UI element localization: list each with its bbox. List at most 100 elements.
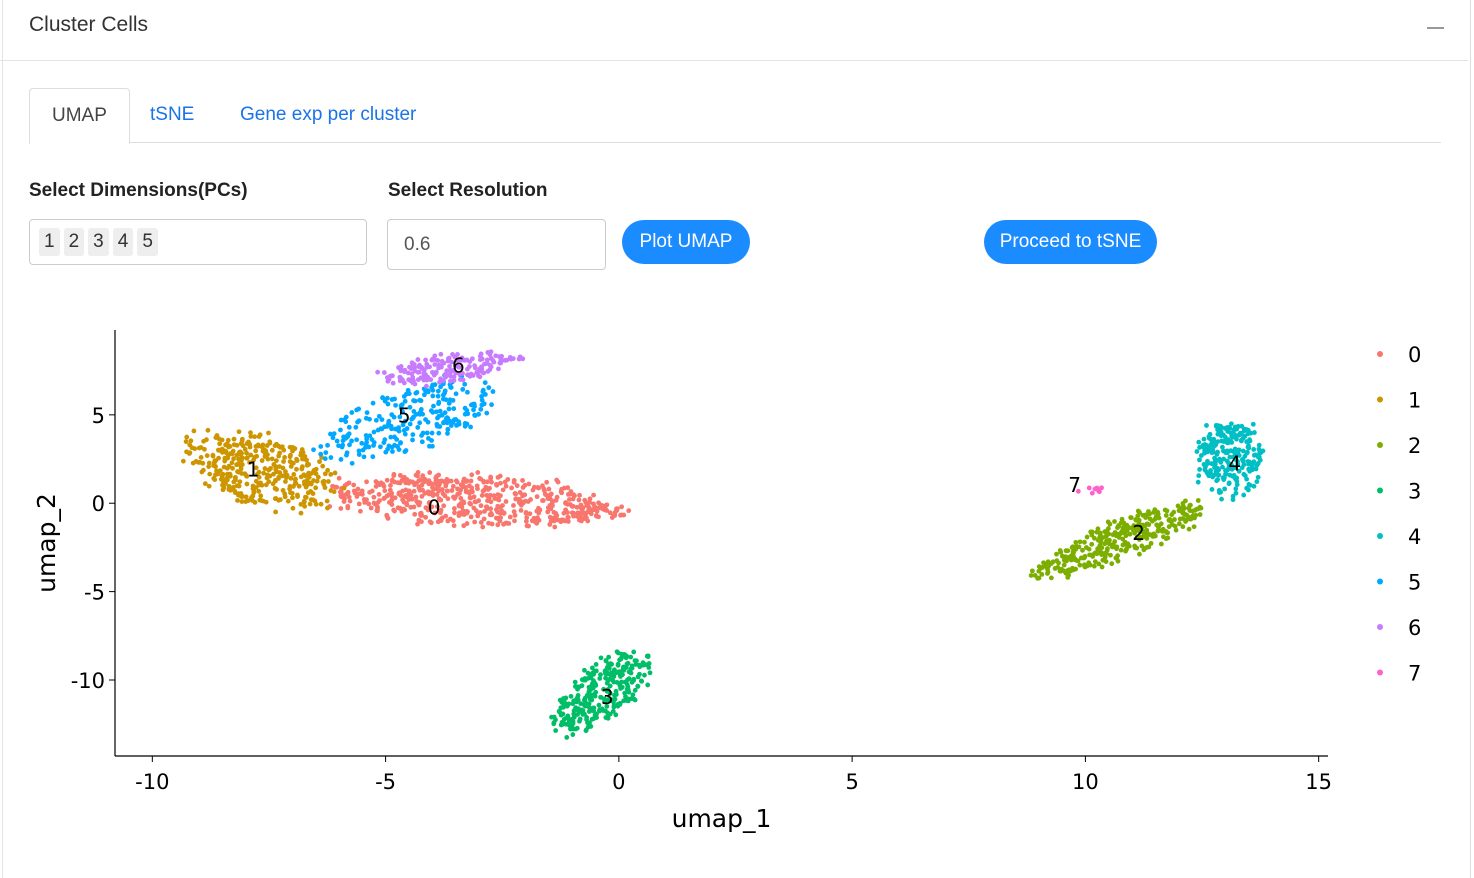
point-cluster-3 (631, 649, 637, 655)
point-cluster-4 (1195, 479, 1201, 485)
point-cluster-0 (458, 487, 464, 493)
point-cluster-2 (1158, 541, 1164, 547)
point-cluster-5 (328, 455, 334, 460)
point-cluster-6 (424, 383, 429, 389)
point-cluster-1 (253, 465, 259, 471)
point-cluster-6 (401, 380, 407, 386)
point-cluster-6 (487, 367, 493, 373)
point-cluster-2 (1123, 542, 1129, 547)
tab-tsne[interactable]: tSNE (150, 104, 195, 125)
point-cluster-2 (1147, 532, 1153, 538)
point-cluster-2 (1180, 524, 1186, 530)
point-cluster-3 (619, 651, 625, 657)
point-cluster-0 (511, 503, 516, 508)
tab-umap[interactable]: UMAP (29, 88, 130, 144)
point-cluster-1 (237, 451, 242, 457)
point-cluster-1 (212, 458, 218, 464)
point-cluster-1 (216, 436, 222, 442)
point-cluster-4 (1218, 459, 1224, 465)
point-cluster-3 (613, 688, 619, 694)
point-cluster-6 (390, 380, 396, 386)
point-cluster-1 (299, 466, 305, 472)
point-cluster-6 (457, 377, 463, 382)
point-cluster-0 (441, 479, 447, 485)
point-cluster-1 (188, 438, 194, 444)
dim-chip[interactable]: 4 (112, 228, 134, 256)
point-cluster-2 (1193, 512, 1199, 518)
point-cluster-0 (505, 477, 511, 482)
point-cluster-3 (597, 708, 602, 714)
point-cluster-0 (406, 488, 412, 494)
point-cluster-3 (630, 692, 636, 698)
point-cluster-1 (292, 481, 298, 486)
point-cluster-1 (225, 477, 230, 483)
resolution-input[interactable]: 0.6 (387, 219, 606, 270)
point-cluster-1 (282, 491, 288, 497)
point-cluster-2 (1166, 524, 1172, 530)
point-cluster-3 (628, 654, 634, 660)
point-cluster-2 (1186, 526, 1192, 532)
point-cluster-0 (580, 505, 586, 511)
point-cluster-1 (257, 482, 262, 488)
point-cluster-6 (504, 357, 510, 363)
point-cluster-1 (284, 472, 290, 478)
point-cluster-1 (281, 447, 287, 453)
point-cluster-4 (1236, 468, 1242, 474)
point-cluster-4 (1238, 431, 1244, 437)
point-cluster-0 (541, 486, 547, 492)
point-cluster-6 (447, 367, 453, 373)
cluster-label-3: 3 (601, 685, 614, 709)
point-cluster-4 (1256, 442, 1262, 448)
point-cluster-1 (243, 472, 249, 478)
minus-icon[interactable] (1427, 27, 1444, 29)
point-cluster-0 (485, 487, 491, 492)
point-cluster-1 (193, 459, 199, 464)
proceed-tsne-button[interactable]: Proceed to tSNE (984, 220, 1157, 264)
point-cluster-3 (611, 679, 617, 685)
point-cluster-2 (1041, 560, 1046, 566)
point-cluster-0 (357, 491, 363, 497)
point-cluster-2 (1073, 539, 1079, 545)
point-cluster-3 (644, 653, 650, 659)
point-cluster-2 (1149, 518, 1155, 524)
point-cluster-5 (392, 426, 398, 432)
plot-umap-button[interactable]: Plot UMAP (622, 220, 750, 264)
point-cluster-5 (418, 398, 424, 404)
point-cluster-1 (298, 452, 304, 458)
point-cluster-5 (400, 422, 406, 428)
point-cluster-5 (354, 437, 360, 443)
point-cluster-1 (283, 469, 288, 475)
point-cluster-0 (501, 510, 507, 516)
point-cluster-1 (255, 442, 261, 448)
dim-chip[interactable]: 3 (88, 228, 109, 256)
point-cluster-0 (389, 490, 395, 496)
point-cluster-6 (472, 365, 478, 371)
point-cluster-0 (486, 520, 491, 526)
tab-gene-exp[interactable]: Gene exp per cluster (240, 104, 417, 125)
point-cluster-4 (1218, 429, 1224, 435)
point-cluster-6 (461, 357, 466, 363)
point-cluster-0 (545, 509, 551, 515)
point-cluster-3 (612, 667, 617, 673)
point-cluster-3 (612, 692, 617, 698)
point-cluster-3 (577, 716, 583, 722)
point-cluster-4 (1260, 448, 1266, 454)
panel-header: Cluster Cells (0, 0, 1468, 61)
point-cluster-2 (1091, 535, 1097, 541)
dim-chip[interactable]: 1 (39, 228, 60, 256)
point-cluster-0 (587, 496, 593, 502)
dim-chip[interactable]: 5 (137, 228, 158, 256)
point-cluster-0 (512, 518, 517, 524)
point-cluster-1 (228, 451, 234, 456)
point-cluster-0 (445, 496, 451, 502)
point-cluster-3 (598, 672, 603, 677)
point-cluster-6 (479, 356, 485, 362)
dim-chip[interactable]: 2 (63, 228, 85, 256)
point-cluster-3 (610, 708, 616, 714)
point-cluster-0 (422, 479, 428, 485)
point-cluster-0 (485, 493, 491, 499)
point-cluster-3 (624, 661, 630, 667)
point-cluster-5 (349, 410, 355, 415)
point-cluster-5 (404, 391, 409, 397)
